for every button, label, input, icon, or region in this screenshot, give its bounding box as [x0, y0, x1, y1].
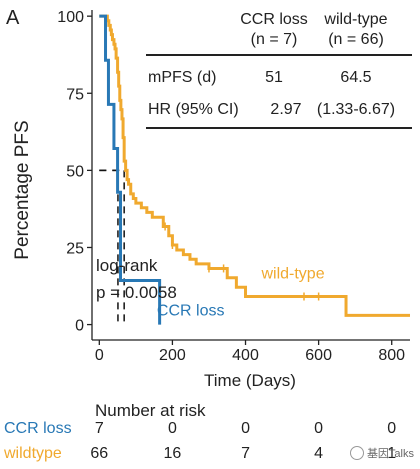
- stats-subheader: (n = 66): [328, 31, 384, 48]
- risk-value: 0: [168, 420, 177, 437]
- km-curve-ccr-loss: [99, 14, 162, 325]
- y-tick-label: 25: [66, 240, 84, 257]
- series-label: CCR loss: [157, 302, 225, 319]
- stats-table: CCR loss wild-type (n = 7) (n = 66) mPFS (d)…: [146, 11, 412, 129]
- x-axis-label: Time (Days): [204, 371, 296, 390]
- stats-value-ccr: 2.97: [270, 101, 301, 118]
- stats-value-ccr: 51: [265, 69, 283, 86]
- risk-value: 0: [314, 420, 323, 437]
- x-tick-label: 0: [95, 347, 104, 364]
- x-tick-label: 200: [159, 347, 186, 364]
- panel-label: A: [6, 7, 20, 29]
- series-label: wild-type: [260, 265, 324, 282]
- y-tick-label: 75: [66, 86, 84, 103]
- risk-value: 0: [387, 420, 396, 437]
- y-tick-label: 100: [57, 9, 84, 26]
- logrank-label: log-rank: [96, 256, 158, 275]
- stats-row-label: HR (95% CI): [148, 101, 239, 118]
- risk-table: Number at risk CCR loss 7 0 0 0 0 wildtype 66 16…: [3, 401, 396, 462]
- y-axis-label: Percentage PFS: [12, 120, 33, 259]
- p-value-label: p = 0.0058: [96, 283, 177, 302]
- risk-row-label: CCR loss: [4, 420, 72, 437]
- risk-value: 0: [241, 420, 250, 437]
- risk-table-title: Number at risk: [95, 401, 206, 420]
- risk-row-label: wildtype: [3, 445, 62, 462]
- watermark: 基因Talks: [349, 445, 414, 461]
- y-tick-label: 0: [75, 318, 84, 335]
- km-curve-wild-type: [99, 14, 410, 317]
- x-tick-label: 800: [378, 347, 405, 364]
- stats-header: wild-type: [323, 11, 387, 28]
- risk-value: 7: [241, 445, 250, 462]
- risk-value: 66: [90, 445, 108, 462]
- risk-value: 16: [164, 445, 182, 462]
- y-tick-label: 50: [66, 163, 84, 180]
- risk-value: 1: [387, 445, 396, 462]
- stats-value-wt: 64.5: [340, 69, 371, 86]
- stats-row-label: mPFS (d): [148, 69, 216, 86]
- risk-value: 4: [314, 445, 323, 462]
- risk-value: 7: [95, 420, 104, 437]
- x-tick-label: 400: [232, 347, 259, 364]
- stats-value-wt: (1.33-6.67): [317, 101, 395, 118]
- wechat-logo-icon: [349, 446, 364, 460]
- stats-subheader: (n = 7): [251, 31, 298, 48]
- stats-header: CCR loss: [240, 11, 308, 28]
- watermark-text: 基因Talks: [366, 448, 414, 460]
- x-tick-label: 600: [305, 347, 332, 364]
